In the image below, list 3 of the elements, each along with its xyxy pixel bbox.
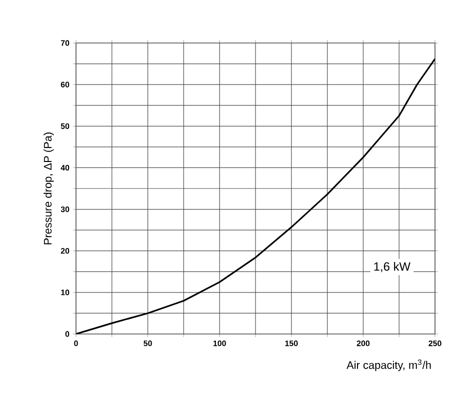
legend-label: 1,6 kW xyxy=(374,262,410,272)
x-axis-title: Air capacity, m$^{3}$/h xyxy=(346,360,431,372)
y-axis-title: Pressure drop, ΔP (Pa) xyxy=(44,132,54,244)
